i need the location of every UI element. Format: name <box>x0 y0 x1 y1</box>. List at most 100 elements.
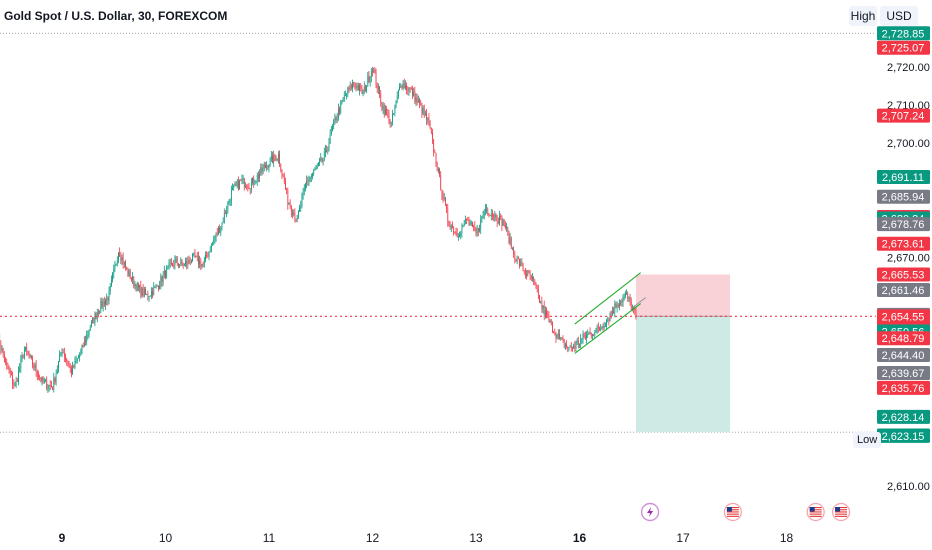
candle-body <box>76 358 78 361</box>
candle-body <box>386 109 387 114</box>
candle <box>343 91 345 102</box>
candle <box>39 374 41 381</box>
candle-body <box>389 123 391 125</box>
candle <box>470 220 472 227</box>
currency-button[interactable]: USD <box>880 6 918 26</box>
candle <box>192 253 193 262</box>
candle-body <box>32 357 33 366</box>
candle <box>66 357 68 366</box>
time-axis: 9 10 11 12 13 16 17 18 <box>59 531 794 545</box>
candle-body <box>133 276 135 286</box>
price-label: 2,707.24 <box>877 108 930 123</box>
candle-body <box>192 253 193 262</box>
candle <box>621 298 623 307</box>
candle <box>15 376 17 388</box>
candle-body <box>522 263 524 271</box>
candle-body <box>409 87 411 89</box>
price-label-text: 2,623.15 <box>882 431 925 443</box>
candle-body <box>185 261 186 264</box>
candle-body <box>360 85 362 88</box>
candle <box>172 262 173 267</box>
candle-body <box>9 370 11 375</box>
candle-body <box>400 86 402 88</box>
candle-body <box>227 202 229 211</box>
candle-body <box>394 107 396 114</box>
candle-body <box>525 270 526 274</box>
candle <box>414 86 416 104</box>
candle <box>150 287 152 300</box>
candle-body <box>254 182 256 184</box>
candle <box>520 258 522 267</box>
candle-body <box>338 108 339 118</box>
candle-body <box>353 82 355 84</box>
candle-body <box>45 380 46 382</box>
candle-body <box>272 155 273 163</box>
candle <box>341 100 343 105</box>
candle <box>440 171 442 191</box>
parallel-channel[interactable] <box>574 272 646 354</box>
candle-body <box>119 252 120 257</box>
price-label-text: 2,691.11 <box>882 172 924 184</box>
candle <box>416 93 418 106</box>
candle <box>33 362 35 371</box>
us-flag-icon[interactable] <box>831 502 851 522</box>
candle <box>68 361 70 368</box>
candle <box>475 227 477 237</box>
candle-body <box>19 368 21 371</box>
candle-body <box>132 276 133 280</box>
candle-body <box>614 303 616 313</box>
candle-body <box>616 305 618 308</box>
earnings-flash-icon[interactable] <box>640 502 660 522</box>
candle-body <box>594 332 596 336</box>
candle <box>155 283 157 289</box>
high-toggle-button[interactable]: High <box>849 6 877 26</box>
us-flag-icon[interactable] <box>806 502 825 522</box>
candle-body <box>589 332 591 334</box>
low-marker-button[interactable]: Low <box>853 432 882 448</box>
candle-body <box>326 149 327 152</box>
candle <box>615 301 617 309</box>
flag-stripe <box>809 509 822 511</box>
candle <box>87 330 89 340</box>
candle-body <box>408 87 410 91</box>
candle-body <box>439 169 440 175</box>
candle-body <box>162 274 164 283</box>
price-label-box <box>877 331 930 346</box>
candle-body <box>536 287 538 289</box>
candle-body <box>206 254 208 257</box>
candle-body <box>365 86 366 91</box>
candle <box>508 230 510 245</box>
flag-stripe <box>726 509 739 511</box>
candle-body <box>350 84 352 89</box>
candle <box>579 343 580 348</box>
grid-layer <box>0 32 876 433</box>
candle <box>280 163 282 173</box>
candle <box>288 202 290 205</box>
candle-body <box>577 340 579 345</box>
candle <box>556 333 558 340</box>
candle-body <box>18 370 19 382</box>
candle <box>6 358 8 370</box>
flag-stripe <box>835 509 848 511</box>
candle-body <box>218 227 219 235</box>
candle-body <box>11 374 12 376</box>
price-label-text: 2,707.24 <box>882 111 925 123</box>
candle <box>13 379 15 389</box>
position-tool[interactable] <box>635 274 731 433</box>
candle-body <box>96 312 98 319</box>
candle-body <box>0 344 2 350</box>
candle-body <box>573 346 574 349</box>
candle-body <box>487 208 489 214</box>
price-label-box <box>877 170 930 185</box>
candle-body <box>623 296 625 298</box>
candle-body <box>55 374 57 382</box>
candle <box>361 84 363 95</box>
candle <box>369 75 371 87</box>
candle <box>49 380 51 391</box>
candle <box>392 109 393 126</box>
candle <box>509 232 511 246</box>
candle <box>394 104 396 117</box>
us-flag-icon[interactable] <box>723 502 742 522</box>
candle <box>449 221 451 230</box>
